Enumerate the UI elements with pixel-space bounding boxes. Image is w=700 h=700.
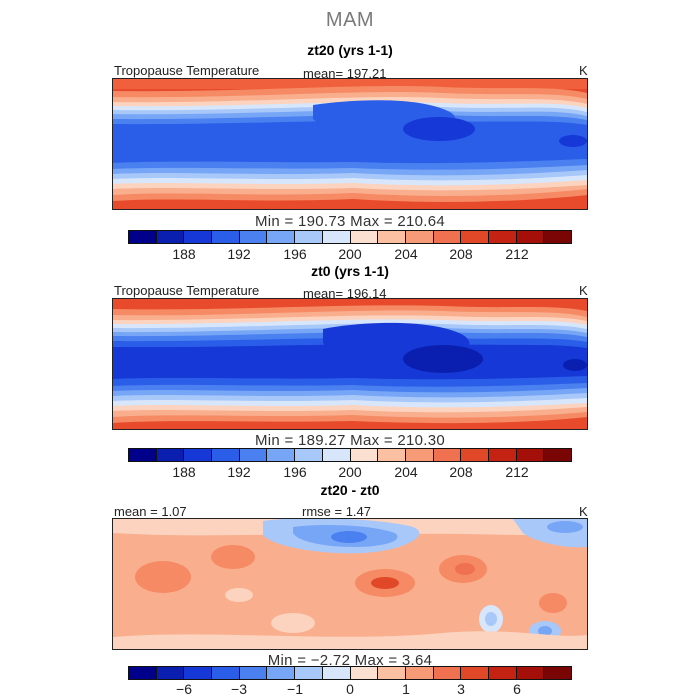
colorbar-swatch	[239, 231, 268, 243]
panel-3-rmse-label: rmse = 1.47	[302, 504, 372, 519]
panel-3-min-max: Min = −2.72 Max = 3.64	[267, 652, 433, 669]
colorbar-swatch	[488, 231, 517, 243]
colorbar-swatch	[239, 667, 268, 679]
panel-2-tick: 196	[283, 464, 307, 480]
panel-1-field-label: Tropopause Temperature	[114, 63, 260, 78]
colorbar-swatch	[544, 449, 571, 461]
colorbar-swatch	[267, 667, 296, 679]
colorbar-swatch	[488, 449, 517, 461]
panel-1-field	[113, 79, 587, 209]
panel-3-colorbar	[128, 666, 572, 680]
panel-3-title: zt20 - zt0	[320, 482, 380, 498]
colorbar-swatch	[405, 667, 434, 679]
panel-3-tick: 0	[346, 681, 354, 697]
panel-3-map	[112, 518, 588, 650]
colorbar-swatch	[350, 667, 379, 679]
colorbar-swatch	[322, 449, 351, 461]
panel-2-tick: 208	[449, 464, 473, 480]
panel-2-min-max: Min = 189.27 Max = 210.30	[254, 432, 446, 449]
colorbar-swatch	[267, 449, 296, 461]
colorbar-swatch	[239, 449, 268, 461]
panel-2-tick: 204	[394, 464, 418, 480]
panel-2-tick: 212	[505, 464, 529, 480]
colorbar-swatch	[516, 231, 545, 243]
panel-3-unit-label: K	[579, 504, 588, 519]
colorbar-swatch	[295, 449, 323, 461]
panel-1-map	[112, 78, 588, 210]
colorbar-swatch	[544, 231, 571, 243]
panel-1-tick: 192	[227, 246, 251, 262]
panel-1-colorbar	[128, 230, 572, 244]
panel-2-tick: 200	[338, 464, 362, 480]
colorbar-swatch	[295, 667, 323, 679]
colorbar-swatch	[212, 449, 240, 461]
panel-3-colorbar-ticks: −6 −3 −1 0 1 3 6	[0, 681, 700, 699]
panel-2-map	[112, 298, 588, 430]
colorbar-swatch	[405, 449, 434, 461]
panel-2-unit-label: K	[579, 283, 588, 298]
colorbar-swatch	[184, 667, 213, 679]
panel-1-tick: 200	[338, 246, 362, 262]
colorbar-swatch	[516, 449, 545, 461]
colorbar-swatch	[461, 667, 489, 679]
colorbar-swatch	[156, 231, 185, 243]
panel-1-mean-label: mean= 197.21	[303, 66, 387, 81]
colorbar-swatch	[129, 667, 157, 679]
panel-2-title: zt0 (yrs 1-1)	[311, 263, 389, 279]
panel-2-field	[113, 299, 587, 429]
panel-2-mean-label: mean= 196.14	[303, 286, 387, 301]
colorbar-swatch	[129, 449, 157, 461]
panel-3-tick: −1	[287, 681, 303, 697]
colorbar-swatch	[156, 667, 185, 679]
colorbar-swatch	[129, 231, 157, 243]
panel-3-tick: −3	[231, 681, 247, 697]
panel-1-min-max: Min = 190.73 Max = 210.64	[254, 213, 446, 230]
colorbar-swatch	[516, 667, 545, 679]
panel-2-field-label: Tropopause Temperature	[114, 283, 260, 298]
panel-3-tick: 3	[457, 681, 465, 697]
panel-2-colorbar	[128, 448, 572, 462]
panel-1-tick: 188	[172, 246, 196, 262]
colorbar-swatch	[212, 231, 240, 243]
panel-1-tick: 212	[505, 246, 529, 262]
colorbar-swatch	[433, 667, 462, 679]
colorbar-swatch	[378, 667, 406, 679]
panel-2-tick: 192	[227, 464, 251, 480]
figure-title: MAM	[325, 9, 375, 31]
colorbar-swatch	[544, 667, 571, 679]
colorbar-swatch	[433, 449, 462, 461]
colorbar-swatch	[322, 231, 351, 243]
panel-3-tick: −6	[176, 681, 192, 697]
colorbar-swatch	[184, 231, 213, 243]
colorbar-swatch	[378, 449, 406, 461]
colorbar-swatch	[350, 231, 379, 243]
colorbar-swatch	[184, 449, 213, 461]
panel-3-tick: 6	[513, 681, 521, 697]
panel-1-unit-label: K	[579, 63, 588, 78]
panel-2-tick: 188	[172, 464, 196, 480]
panel-3-mean-label: mean = 1.07	[114, 504, 187, 519]
panel-1-tick: 204	[394, 246, 418, 262]
colorbar-swatch	[378, 231, 406, 243]
colorbar-swatch	[461, 449, 489, 461]
colorbar-swatch	[350, 449, 379, 461]
colorbar-swatch	[461, 231, 489, 243]
colorbar-swatch	[433, 231, 462, 243]
panel-3-tick: 1	[402, 681, 410, 697]
panel-1-title: zt20 (yrs 1-1)	[307, 42, 393, 58]
colorbar-swatch	[405, 231, 434, 243]
panel-1-colorbar-ticks: 188 192 196 200 204 208 212	[0, 246, 700, 264]
panel-1-tick: 196	[283, 246, 307, 262]
panel-2-colorbar-ticks: 188 192 196 200 204 208 212	[0, 464, 700, 482]
panel-3-field	[113, 519, 587, 649]
colorbar-swatch	[295, 231, 323, 243]
colorbar-swatch	[322, 667, 351, 679]
panel-1-tick: 208	[449, 246, 473, 262]
colorbar-swatch	[212, 667, 240, 679]
colorbar-swatch	[267, 231, 296, 243]
colorbar-swatch	[488, 667, 517, 679]
colorbar-swatch	[156, 449, 185, 461]
